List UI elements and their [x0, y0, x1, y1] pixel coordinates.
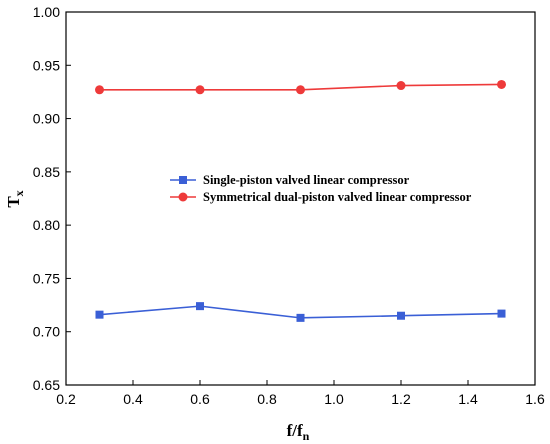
series-0-point	[95, 310, 104, 319]
x-axis-title: f/fn	[287, 421, 310, 443]
y-tick-label: 1.00	[33, 4, 60, 20]
y-axis: 0.65 0.70 0.75 0.80 0.85 0.90 0.95 1.00	[33, 4, 71, 393]
x-tick-label: 1.2	[391, 391, 411, 407]
x-tick-label: 1.0	[324, 391, 344, 407]
legend: Single-piston valved linear compressor S…	[170, 173, 472, 204]
legend-label-dual: Symmetrical dual-piston valved linear co…	[203, 190, 472, 204]
legend-label-single: Single-piston valved linear compressor	[203, 173, 410, 187]
y-tick-label: 0.70	[33, 324, 60, 340]
x-tick-label: 1.4	[458, 391, 478, 407]
plot-frame	[65, 11, 536, 386]
series-1-point	[95, 85, 104, 95]
x-tick-label: 0.2	[56, 391, 76, 407]
y-axis-title-main: T	[4, 196, 23, 208]
x-tick-label: 0.8	[257, 391, 277, 407]
series-layer	[95, 79, 506, 322]
series-0-point	[296, 313, 305, 322]
y-tick-label: 0.85	[33, 164, 60, 180]
series-0-point	[397, 311, 405, 320]
x-axis-title-sub: n	[303, 429, 310, 443]
y-tick-label: 0.75	[33, 270, 60, 286]
x-axis-title-main: f/f	[287, 421, 303, 440]
legend-marker-single	[179, 176, 187, 184]
x-tick-label: 1.6	[525, 391, 545, 407]
x-tick-label: 0.4	[123, 391, 143, 407]
x-axis: 0.2 0.4 0.6 0.8 1.0 1.2 1.4 1.6	[56, 380, 545, 407]
y-tick-label: 0.95	[33, 57, 60, 73]
y-axis-title: Tx	[4, 190, 26, 207]
legend-marker-dual	[178, 192, 188, 202]
series-0-point	[497, 309, 506, 318]
series-1-point	[396, 81, 406, 91]
series-1-point	[497, 79, 506, 89]
y-tick-label: 0.90	[33, 111, 60, 127]
series-0-point	[196, 302, 204, 311]
y-axis-title-sub: x	[12, 190, 26, 196]
series-1-point	[296, 85, 305, 95]
y-tick-label: 0.65	[33, 377, 60, 393]
series-1-point	[195, 85, 205, 95]
x-tick-label: 0.6	[190, 391, 210, 407]
y-tick-label: 0.80	[33, 217, 60, 233]
